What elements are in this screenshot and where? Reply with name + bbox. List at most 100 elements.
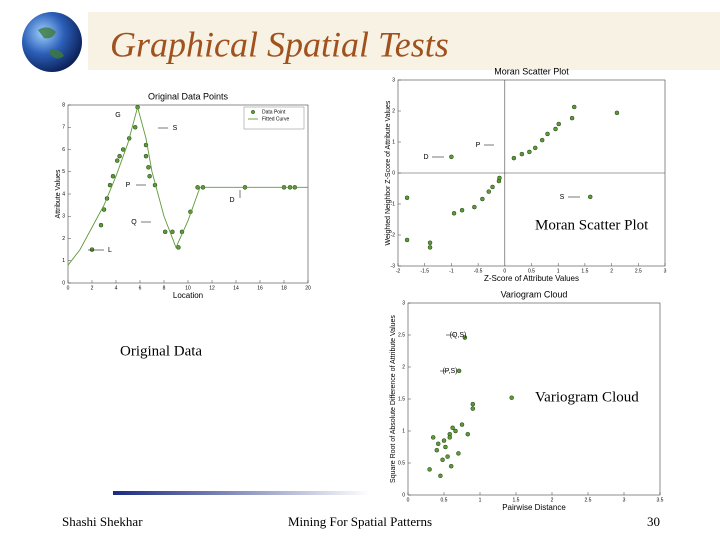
annotation: P	[126, 182, 131, 189]
x-tick-label: -0.5	[474, 268, 483, 274]
data-point	[89, 247, 95, 252]
x-axis-label: Location	[173, 291, 203, 300]
data-point	[445, 454, 450, 459]
data-point	[459, 207, 465, 213]
data-point	[571, 104, 577, 110]
y-tick-label: 6	[62, 147, 65, 153]
x-axis-label: Z-Score of Attribute Values	[484, 274, 579, 283]
data-point	[470, 406, 476, 411]
y-tick-label: 2	[62, 236, 65, 242]
y-tick-label: 2	[402, 364, 405, 370]
y-tick-label: 8	[62, 102, 65, 108]
data-point	[490, 184, 495, 190]
x-tick-label: -2	[396, 268, 401, 274]
y-tick-label: 0	[402, 492, 405, 498]
data-point	[553, 126, 558, 132]
x-tick-label: 0.5	[528, 268, 535, 274]
divider-bar	[113, 491, 370, 495]
annotation: Q	[131, 219, 137, 226]
globe-land	[38, 27, 64, 59]
data-point	[434, 447, 440, 453]
caption: Moran Scatter Plot	[535, 217, 649, 233]
data-point	[441, 438, 447, 443]
header-band	[88, 12, 720, 70]
y-tick-label: 7	[62, 125, 65, 131]
data-point	[556, 121, 561, 127]
data-point	[195, 185, 200, 190]
footer-author: Shashi Shekhar	[62, 514, 143, 529]
y-axis-label: Attribute Values	[55, 169, 62, 218]
data-point	[456, 368, 462, 374]
fitted-curve	[67, 105, 308, 266]
data-point	[470, 401, 476, 407]
data-point	[132, 125, 138, 130]
x-tick-label: 6	[139, 285, 142, 291]
data-point	[545, 131, 550, 137]
y-axis-label: Square Root of Absolute Difference of At…	[390, 315, 397, 483]
x-tick-label: 0.5	[441, 497, 448, 503]
y-tick-label: 3	[62, 214, 65, 220]
data-point	[427, 240, 433, 245]
y-tick-label: 1.5	[398, 396, 405, 402]
y-tick-label: 3	[402, 300, 405, 306]
x-tick-label: 14	[233, 285, 239, 291]
x-tick-label: 20	[305, 285, 311, 291]
data-point	[98, 222, 104, 228]
y-tick-label: 0	[392, 170, 395, 176]
caption: Variogram Cloud	[535, 389, 639, 405]
x-tick-label: 3.5	[657, 497, 664, 503]
x-tick-label: 2	[610, 268, 613, 274]
data-point	[497, 175, 502, 181]
caption: Original Data	[120, 343, 202, 359]
y-tick-label: 0	[62, 280, 65, 286]
data-point	[472, 204, 477, 210]
data-point	[486, 189, 492, 194]
data-point	[114, 158, 120, 163]
data-point	[110, 173, 116, 179]
chart-title: Original Data Points	[148, 91, 229, 101]
data-point	[447, 435, 453, 440]
x-tick-label: 1.5	[513, 497, 520, 503]
annotation: P	[476, 142, 481, 149]
x-axis-label: Pairwise Distance	[502, 503, 566, 512]
data-point	[404, 237, 410, 243]
annotation: L	[108, 247, 112, 254]
data-point	[450, 425, 455, 431]
data-point	[509, 395, 514, 400]
chart-title: Moran Scatter Plot	[494, 66, 569, 76]
data-point	[147, 173, 152, 179]
y-tick-label: 5	[62, 169, 65, 175]
data-point	[462, 335, 468, 340]
annotation: (Q,S)	[450, 332, 467, 339]
annotation: (P,S)	[442, 368, 457, 375]
data-point	[117, 153, 122, 159]
data-point	[427, 467, 432, 472]
y-axis-label: Weighted Neighbor Z-Score of Attribute V…	[385, 100, 392, 245]
legend-label: Fitted Curve	[262, 116, 289, 122]
x-tick-label: 12	[209, 285, 215, 291]
x-tick-label: 8	[163, 285, 166, 291]
data-point	[532, 145, 538, 151]
x-tick-label: 3	[664, 268, 667, 274]
x-tick-label: 1	[479, 497, 482, 503]
data-point	[451, 211, 457, 216]
x-tick-label: 10	[185, 285, 191, 291]
data-point	[427, 245, 433, 250]
data-point	[614, 110, 620, 116]
data-point	[449, 154, 454, 160]
x-tick-label: 4	[115, 285, 118, 291]
data-point	[435, 441, 441, 447]
annotation: S	[560, 194, 565, 201]
data-point	[120, 147, 126, 152]
chart-title: Variogram Cloud	[501, 289, 568, 299]
x-tick-label: 2.5	[585, 497, 592, 503]
data-point	[456, 451, 461, 456]
data-point	[539, 137, 545, 143]
footer-page: 30	[647, 514, 660, 529]
data-point	[404, 195, 410, 201]
slide-title: Graphical Spatial Tests	[110, 24, 449, 64]
data-point	[569, 115, 575, 121]
x-tick-label: 0	[503, 268, 506, 274]
